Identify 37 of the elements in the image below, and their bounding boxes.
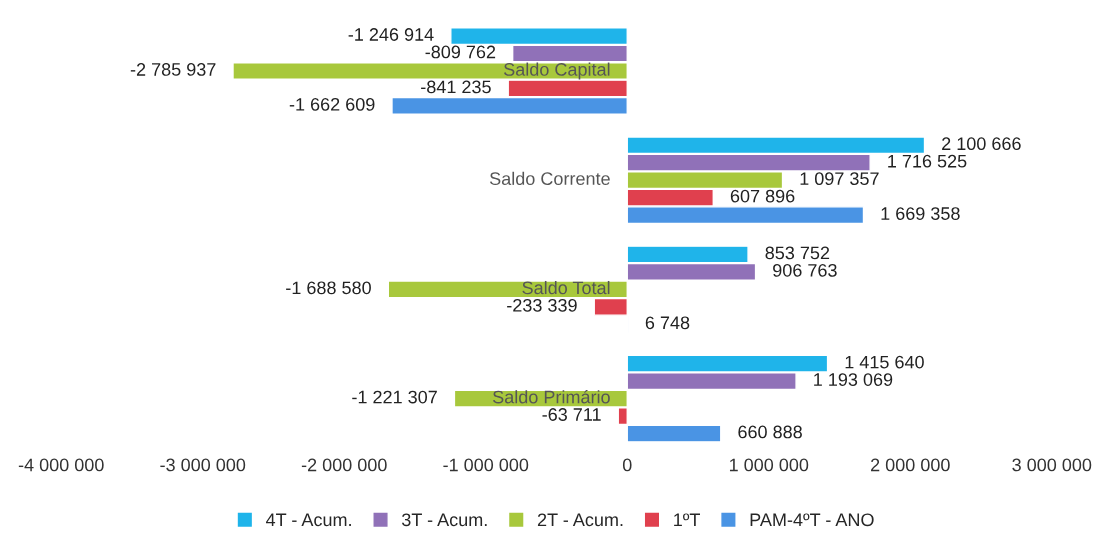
data-label: 2 100 666 — [942, 137, 1021, 151]
data-label: 1 193 069 — [814, 373, 893, 386]
x-tick-label: -1 000 000 — [443, 458, 529, 472]
data-label: -1 246 914 — [348, 28, 434, 41]
y-tick-label: Saldo Total — [522, 280, 610, 295]
data-label: -1 688 580 — [286, 281, 371, 295]
legend-label: 3T - Acum. — [402, 513, 487, 527]
data-label: 1 669 358 — [881, 207, 960, 220]
y-tick-label: Saldo Corrente — [489, 171, 610, 186]
x-tick-label: 2 000 000 — [871, 458, 950, 472]
data-label: -809 762 — [425, 45, 496, 59]
x-tick-label: 0 — [622, 458, 632, 472]
data-label: 1 716 525 — [888, 154, 967, 168]
data-label: -1 662 609 — [289, 97, 375, 111]
data-label: 906 763 — [773, 263, 837, 277]
legend-label: 4T - Acum. — [266, 513, 351, 527]
data-label: 1 415 640 — [845, 355, 924, 369]
legend-label: 1ºT — [674, 513, 700, 526]
data-label: -63 711 — [542, 408, 601, 421]
y-tick-label: Saldo Capital — [504, 62, 610, 80]
legend-label: 2T - Acum. — [537, 513, 623, 527]
data-label: -1 221 307 — [352, 390, 437, 404]
data-label: 607 896 — [730, 189, 795, 203]
x-tick-label: 1 000 000 — [729, 458, 809, 472]
data-label: -233 339 — [507, 298, 577, 312]
data-label: 660 888 — [738, 425, 802, 439]
data-label: 6 748 — [645, 316, 690, 330]
x-tick-label: -3 000 000 — [160, 458, 246, 472]
x-tick-label: -4 000 000 — [18, 458, 104, 472]
data-label: -2 785 937 — [130, 63, 216, 76]
data-label: 1 097 357 — [800, 172, 879, 186]
x-tick-label: 3 000 000 — [1012, 458, 1092, 472]
legend-label: PAM-4ºT - ANO — [750, 513, 874, 527]
data-label: -841 235 — [421, 80, 491, 94]
x-tick-label: -2 000 000 — [301, 458, 387, 472]
y-tick-label: Saldo Primário — [493, 389, 610, 404]
data-label: 853 752 — [765, 246, 830, 260]
